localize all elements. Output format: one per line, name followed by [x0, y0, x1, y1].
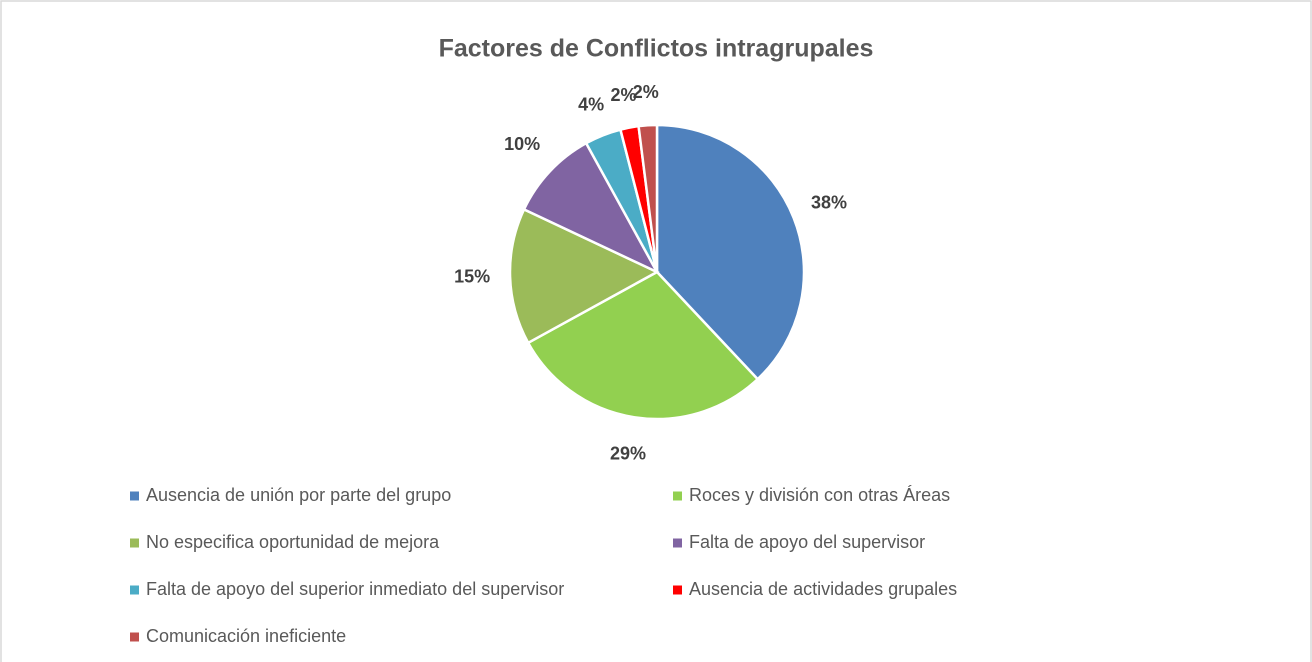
legend-label: Falta de apoyo del supervisor: [689, 532, 925, 552]
data-label: 2%: [610, 85, 636, 105]
legend-marker: [130, 538, 139, 548]
legend-label: Falta de apoyo del superior inmediato de…: [146, 579, 564, 599]
data-label: 10%: [504, 134, 540, 154]
pie-slice: [526, 270, 760, 421]
pie-slice: [637, 123, 659, 273]
pie-slice: [522, 141, 660, 275]
legend-label: Ausencia de unión por parte del grupo: [146, 485, 451, 505]
legend-label: Roces y división con otras Áreas: [689, 485, 950, 505]
pie-slice: [655, 123, 806, 381]
data-label: 2%: [633, 82, 659, 102]
chart-title: Factores de Conflictos intragrupales: [439, 35, 874, 63]
legend-marker: [130, 632, 139, 642]
pie-slice: [508, 207, 660, 345]
legend-label: Ausencia de actividades grupales: [689, 579, 957, 599]
data-label: 38%: [811, 193, 847, 213]
legend-label: Comunicación ineficiente: [146, 626, 346, 646]
legend-marker: [130, 491, 139, 501]
legend-marker: [130, 585, 139, 595]
data-label: 29%: [610, 443, 646, 463]
legend-marker: [673, 491, 682, 501]
legend-marker: [673, 538, 682, 548]
legend-label: No especifica oportunidad de mejora: [146, 532, 440, 552]
data-label: 4%: [578, 94, 604, 114]
legend-marker: [673, 585, 682, 595]
data-label: 15%: [454, 267, 490, 287]
